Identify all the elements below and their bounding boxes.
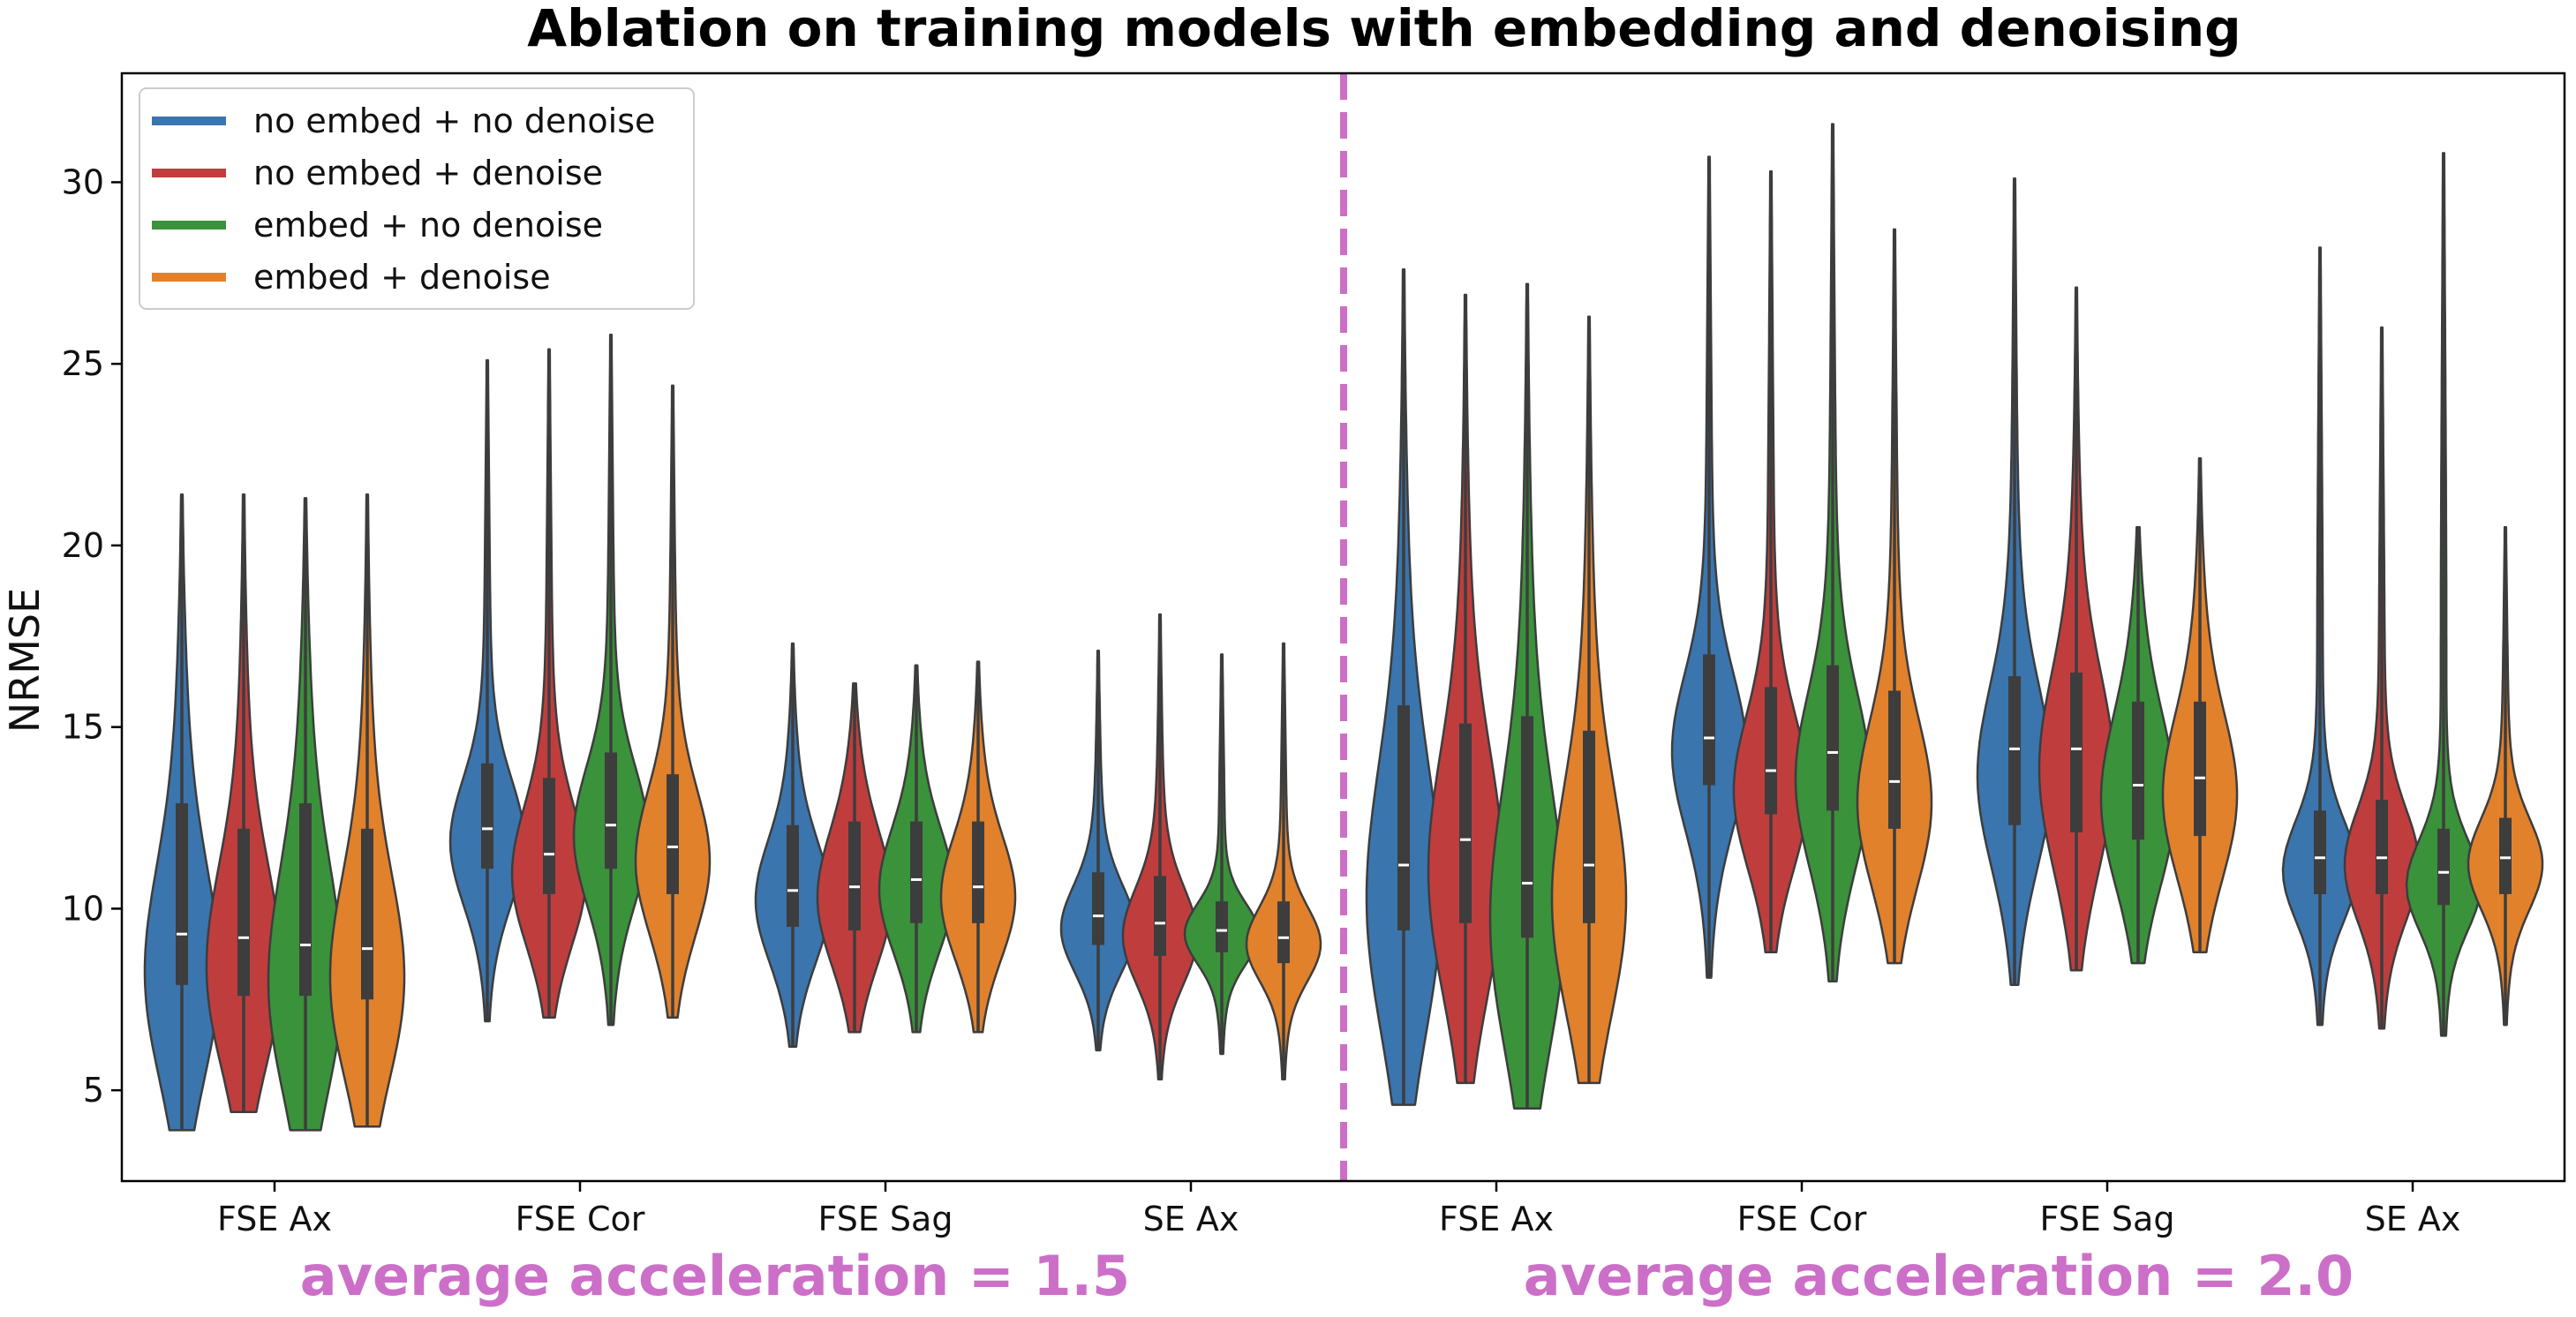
x-tick-label: FSE Ax	[217, 1200, 332, 1238]
violin-iqr-box	[605, 752, 617, 869]
violin-iqr-box	[2376, 799, 2388, 894]
violin-iqr-box	[361, 828, 373, 1000]
x-axis: FSE Ax FSE Cor FSE Sag SE Ax FSE Ax FSE Cor FS…	[217, 1181, 2460, 1238]
violin-iqr-box	[1521, 716, 1533, 938]
violin-iqr-box	[910, 821, 923, 923]
group-caption-1: average acceleration = 1.5	[300, 1244, 1130, 1308]
x-tick-label: SE Ax	[2365, 1200, 2461, 1238]
y-axis-label: NRMSE	[1, 588, 49, 733]
violin-layer	[143, 123, 2544, 1132]
x-tick-label: FSE Cor	[1737, 1200, 1867, 1238]
legend-label: no embed + no denoise	[253, 102, 655, 140]
violin-iqr-box	[543, 778, 555, 894]
violin-iqr-box	[481, 763, 493, 869]
violin-iqr-box	[176, 803, 188, 985]
violin-iqr-box	[299, 803, 312, 997]
x-tick-label: SE Ax	[1143, 1200, 1239, 1238]
violin-iqr-box	[1765, 687, 1777, 815]
violin-iqr-box	[2314, 810, 2326, 894]
y-tick-label: 15	[62, 708, 104, 747]
y-tick-label: 10	[62, 889, 104, 928]
x-tick-label: FSE Sag	[818, 1200, 953, 1238]
legend-label: embed + denoise	[253, 258, 551, 297]
violin-iqr-box	[2070, 672, 2083, 832]
violin-iqr-box	[1277, 901, 1290, 964]
y-tick-label: 20	[62, 526, 104, 565]
violin-iqr-box	[1397, 704, 1410, 931]
violin-iqr-box	[2437, 828, 2450, 906]
violin-iqr-box	[2194, 701, 2206, 837]
x-tick-label: FSE Ax	[1439, 1200, 1554, 1238]
violin-iqr-box	[1092, 872, 1104, 945]
violin-iqr-box	[237, 828, 250, 997]
x-tick-label: FSE Cor	[516, 1200, 645, 1238]
violin-iqr-box	[972, 821, 984, 923]
violin-iqr-box	[2008, 676, 2021, 825]
legend: no embed + no denoise no embed + denoise e…	[139, 87, 695, 310]
y-tick-label: 30	[62, 162, 104, 201]
violin-iqr-box	[1827, 665, 1839, 811]
x-tick-label: FSE Sag	[2040, 1200, 2175, 1238]
violin-iqr-box	[1216, 901, 1228, 952]
legend-label: embed + no denoise	[253, 206, 603, 245]
violin-iqr-box	[1703, 654, 1715, 786]
violin-iqr-box	[787, 824, 799, 927]
violin-iqr-box	[1888, 690, 1901, 829]
y-tick-label: 5	[83, 1071, 104, 1110]
violin-iqr-box	[1583, 730, 1595, 923]
violin-iqr-box	[667, 774, 679, 894]
legend-label: no embed + denoise	[253, 154, 603, 192]
chart-title: Ablation on training models with embeddi…	[527, 0, 2241, 58]
violin-iqr-box	[2499, 817, 2512, 894]
plot-frame	[120, 71, 2566, 1183]
violin-iqr-box	[848, 821, 861, 931]
y-tick-label: 25	[62, 344, 104, 383]
violin-iqr-box	[2132, 701, 2144, 840]
y-axis: 5 10 15 20 25 30	[62, 162, 122, 1110]
group-caption-2: average acceleration = 2.0	[1524, 1244, 2354, 1308]
violin-iqr-box	[1459, 723, 1472, 923]
violin-iqr-box	[1154, 876, 1166, 956]
legend-box	[139, 87, 695, 310]
